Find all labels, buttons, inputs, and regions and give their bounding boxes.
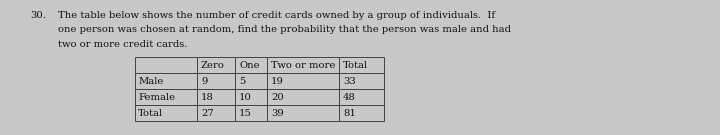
Bar	[235, 105, 267, 121]
Text: 48: 48	[343, 92, 356, 102]
Text: two or more credit cards.: two or more credit cards.	[58, 40, 187, 49]
Bar	[267, 57, 339, 73]
Text: one person was chosen at random, find the probability that the person was male a: one person was chosen at random, find th…	[58, 26, 511, 35]
Text: 33: 33	[343, 77, 356, 85]
Bar	[135, 105, 197, 121]
Text: The table below shows the number of credit cards owned by a group of individuals: The table below shows the number of cred…	[58, 11, 495, 20]
Text: Male: Male	[138, 77, 163, 85]
Text: Total: Total	[343, 60, 368, 70]
Bar	[339, 73, 384, 89]
Text: 9: 9	[201, 77, 207, 85]
Bar	[339, 57, 384, 73]
Bar	[197, 57, 235, 73]
Bar	[135, 89, 197, 105]
Text: One: One	[239, 60, 260, 70]
Bar	[235, 57, 267, 73]
Bar	[339, 105, 384, 121]
Text: 10: 10	[239, 92, 252, 102]
Bar	[135, 57, 197, 73]
Text: 30.: 30.	[30, 11, 46, 20]
Text: 5: 5	[239, 77, 246, 85]
Text: 15: 15	[239, 109, 252, 117]
Text: 81: 81	[343, 109, 356, 117]
Bar	[197, 89, 235, 105]
Text: 39: 39	[271, 109, 284, 117]
Bar	[235, 73, 267, 89]
Text: Two or more: Two or more	[271, 60, 336, 70]
Bar	[339, 89, 384, 105]
Text: 19: 19	[271, 77, 284, 85]
Bar	[135, 73, 197, 89]
Text: Total: Total	[138, 109, 163, 117]
Text: Female: Female	[138, 92, 175, 102]
Text: 18: 18	[201, 92, 214, 102]
Bar	[235, 89, 267, 105]
Text: Zero: Zero	[201, 60, 225, 70]
Bar	[267, 89, 339, 105]
Text: 27: 27	[201, 109, 214, 117]
Bar	[267, 105, 339, 121]
Bar	[197, 73, 235, 89]
Text: 20: 20	[271, 92, 284, 102]
Bar	[197, 105, 235, 121]
Bar	[267, 73, 339, 89]
